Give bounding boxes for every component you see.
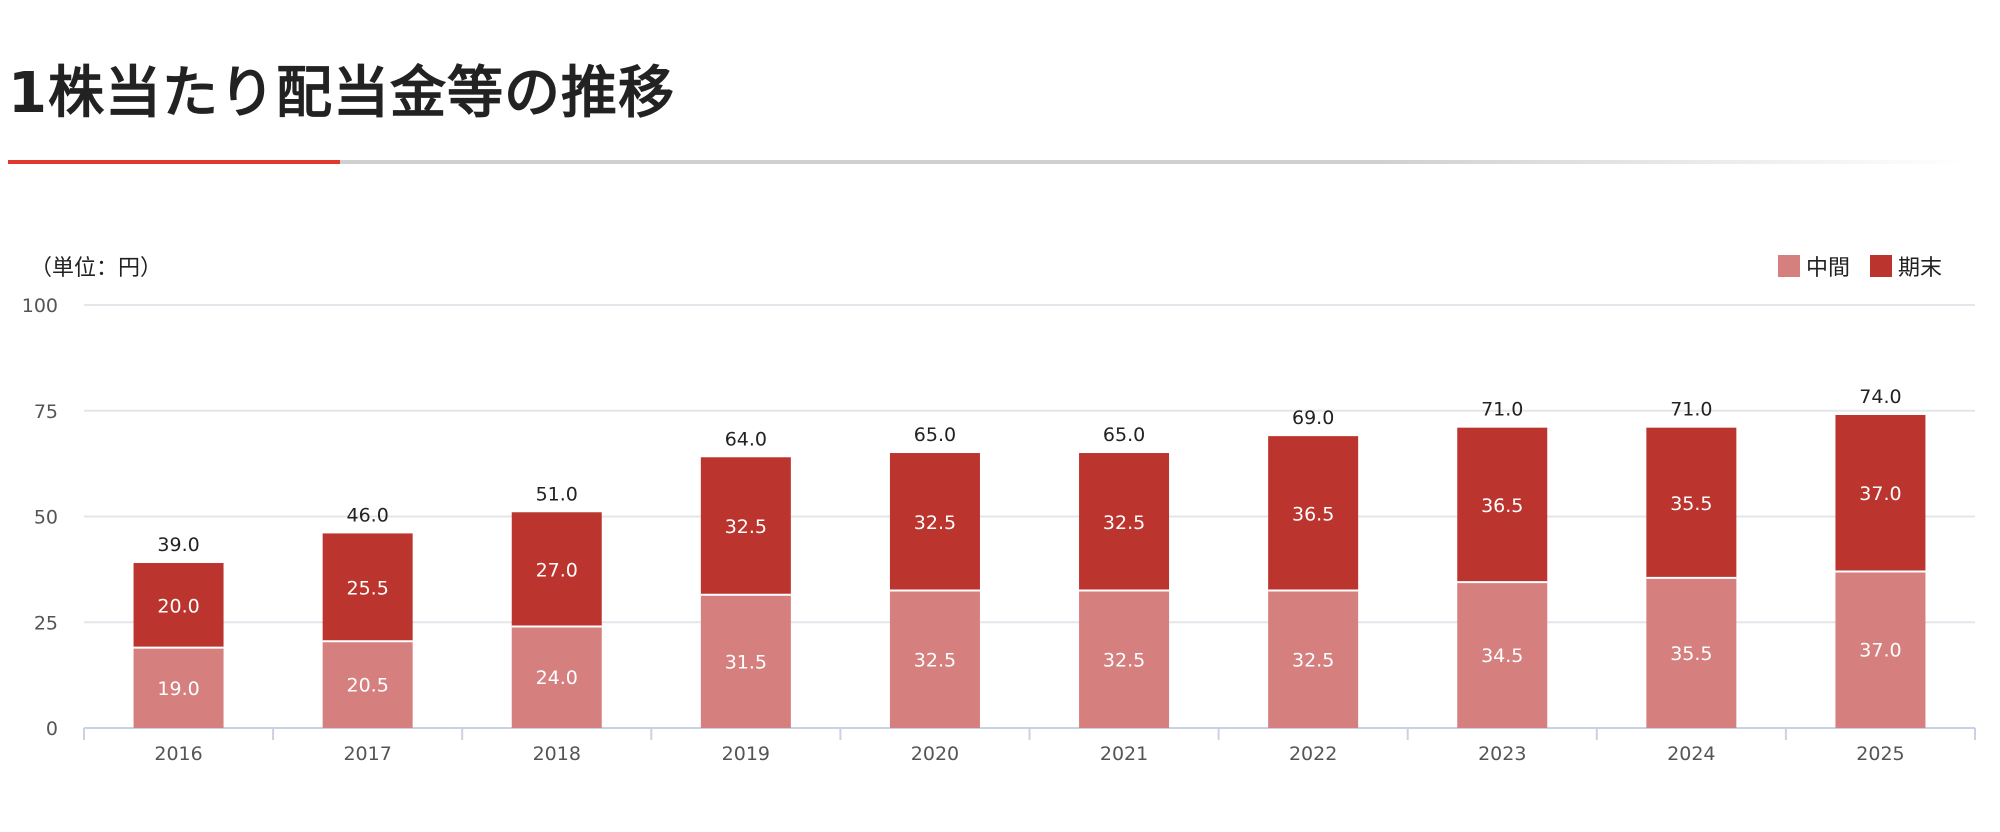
y-tick-label: 100 — [22, 295, 58, 317]
page-title: 1株当たり配当金等の推移 — [8, 61, 675, 126]
bar-interim — [1079, 590, 1170, 728]
x-tick-label: 2022 — [1289, 743, 1337, 765]
bar-year-end — [1646, 427, 1737, 578]
total-label: 39.0 — [157, 534, 199, 556]
bar-year-end — [322, 533, 413, 642]
bar-interim — [700, 594, 791, 728]
bar-year-end — [133, 563, 224, 648]
total-label: 71.0 — [1481, 399, 1523, 421]
bar-interim — [1268, 590, 1359, 728]
bar-year-end — [1268, 436, 1359, 591]
data-label-interim: 34.5 — [1481, 645, 1523, 667]
x-tick-label: 2016 — [154, 743, 202, 765]
data-label-year-end: 35.5 — [1670, 493, 1712, 515]
bar-year-end — [1079, 453, 1170, 591]
x-tick-label: 2021 — [1100, 743, 1148, 765]
title-underline — [8, 160, 1968, 164]
legend-item-interim[interactable]: 中間 — [1777, 250, 1850, 282]
bar-year-end — [700, 457, 791, 595]
x-tick-label: 2023 — [1478, 743, 1526, 765]
data-label-year-end: 25.5 — [346, 577, 388, 599]
x-tick-label: 2025 — [1856, 743, 1904, 765]
bar-year-end — [1835, 414, 1926, 572]
legend-swatch-interim — [1777, 255, 1800, 277]
bar-year-end — [889, 453, 980, 591]
x-tick-label: 2017 — [343, 743, 391, 765]
bar-interim — [133, 647, 224, 728]
x-tick-label: 2018 — [533, 743, 581, 765]
bar-interim — [1835, 571, 1926, 728]
x-tick-label: 2019 — [722, 743, 770, 765]
bar-interim — [511, 626, 602, 728]
y-tick-label: 75 — [34, 401, 58, 423]
data-label-interim: 19.0 — [157, 678, 199, 700]
legend-label-interim: 中間 — [1805, 256, 1850, 281]
data-label-year-end: 27.0 — [536, 559, 578, 581]
data-label-year-end: 37.0 — [1859, 483, 1901, 505]
data-label-interim: 32.5 — [914, 649, 956, 671]
data-label-interim: 24.0 — [536, 667, 578, 689]
legend-swatch-year-end — [1869, 255, 1892, 277]
legend-item-year-end[interactable]: 期末 — [1869, 250, 1942, 282]
legend-label-year-end: 期末 — [1897, 256, 1942, 281]
x-tick-label: 2020 — [911, 743, 959, 765]
bar-year-end — [511, 512, 602, 627]
bar-interim — [889, 590, 980, 728]
data-label-year-end: 32.5 — [1103, 512, 1145, 534]
bar-interim — [1457, 582, 1548, 728]
data-label-interim: 20.5 — [346, 675, 388, 697]
data-label-interim: 35.5 — [1670, 643, 1712, 665]
y-tick-label: 50 — [34, 507, 58, 529]
data-label-year-end: 32.5 — [725, 516, 767, 538]
total-label: 51.0 — [536, 483, 578, 505]
data-label-interim: 32.5 — [1292, 649, 1334, 671]
total-label: 46.0 — [346, 504, 388, 526]
chart-legend: 中間 期末 — [1777, 250, 1942, 282]
data-label-year-end: 36.5 — [1481, 495, 1523, 517]
total-label: 65.0 — [914, 424, 956, 446]
data-label-interim: 32.5 — [1103, 649, 1145, 671]
total-label: 64.0 — [725, 428, 767, 450]
data-label-interim: 31.5 — [725, 651, 767, 673]
data-label-year-end: 20.0 — [157, 595, 199, 617]
y-tick-label: 25 — [34, 612, 58, 634]
bar-interim — [322, 641, 413, 728]
x-tick-label: 2024 — [1667, 743, 1715, 765]
y-tick-label: 0 — [46, 718, 58, 740]
data-label-year-end: 32.5 — [914, 512, 956, 534]
title-underline-accent — [8, 160, 340, 164]
data-label-interim: 37.0 — [1859, 640, 1901, 662]
total-label: 71.0 — [1670, 399, 1712, 421]
total-label: 74.0 — [1859, 386, 1901, 408]
total-label: 69.0 — [1292, 407, 1334, 429]
data-label-year-end: 36.5 — [1292, 503, 1334, 525]
unit-label: （単位：円） — [30, 256, 163, 281]
bar-year-end — [1457, 427, 1548, 583]
bar-interim — [1646, 577, 1737, 728]
total-label: 65.0 — [1103, 424, 1145, 446]
